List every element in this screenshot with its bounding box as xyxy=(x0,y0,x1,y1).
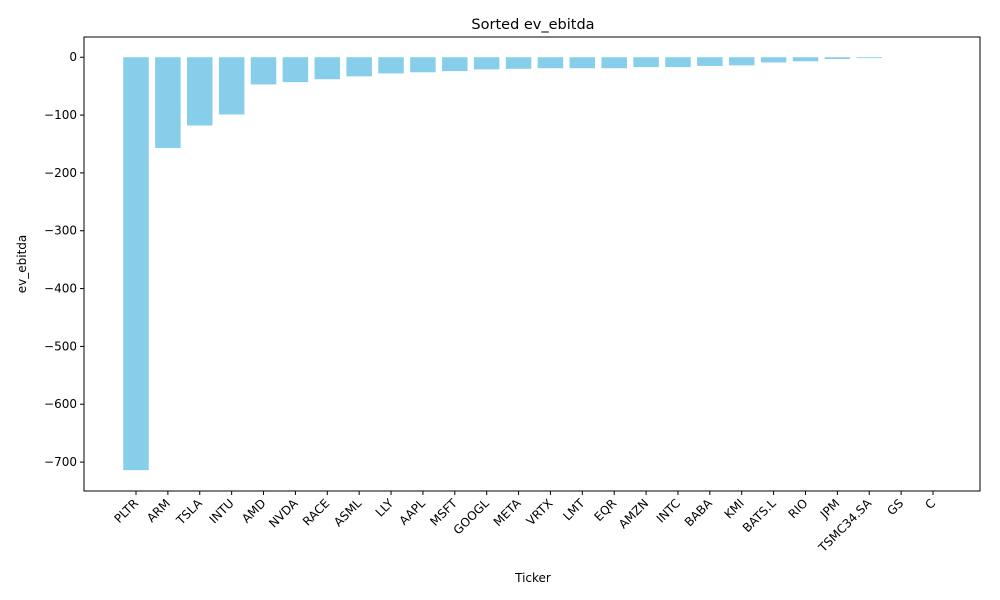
y-tick-label: −500 xyxy=(44,339,77,353)
x-tick-label: EQR xyxy=(591,496,619,524)
x-tick-label: RACE xyxy=(300,496,332,528)
x-tick-label: AMD xyxy=(239,496,269,526)
bar-vrtx xyxy=(537,57,564,69)
bar-googl xyxy=(473,57,500,70)
bar-aapl xyxy=(410,57,436,73)
bar-race xyxy=(314,57,341,80)
bar-arm xyxy=(155,57,181,149)
axes-layer: 0 −100 −200 −300 −400 −500 −600 −700 PLTR ARM TSLA… xyxy=(44,36,981,555)
x-tick-label: RIO xyxy=(786,496,811,521)
x-tick-label: C xyxy=(922,496,938,512)
bar-meta xyxy=(505,57,532,69)
bar-asml xyxy=(346,57,372,77)
bar-msft xyxy=(442,57,468,72)
plot-frame xyxy=(83,36,981,492)
y-tick-label: −700 xyxy=(44,455,77,469)
x-tick-label: VRTX xyxy=(524,496,556,528)
bar-jpm xyxy=(824,57,851,59)
x-tick-label: AAPL xyxy=(396,496,428,528)
bar-lly xyxy=(378,57,404,74)
x-tick-label: INTU xyxy=(207,496,237,526)
bar-nvda xyxy=(282,57,309,83)
bar-intc xyxy=(665,57,691,68)
bars-layer xyxy=(123,57,882,471)
x-tick-label: PLTR xyxy=(111,496,141,526)
x-tick-label: BATS.L xyxy=(740,496,779,535)
bar-amzn xyxy=(633,57,659,68)
x-tick-label: INTC xyxy=(654,496,683,525)
x-tick-label: LMT xyxy=(560,496,588,524)
x-tick-label: BABA xyxy=(682,496,716,530)
y-tick-label: 0 xyxy=(69,50,77,64)
x-tick-label: AMZN xyxy=(616,496,651,531)
bar-intu xyxy=(218,57,245,115)
y-tick-label: −300 xyxy=(44,224,77,238)
y-tick-label: −600 xyxy=(44,397,77,411)
bar-kmi xyxy=(728,57,755,66)
x-tick-label: KMI xyxy=(722,496,747,521)
bar-baba xyxy=(697,57,723,66)
bar-bats-l xyxy=(760,57,787,63)
chart-title: Sorted ev_ebitda xyxy=(471,17,594,33)
bar-amd xyxy=(250,57,277,85)
y-tick-label: −400 xyxy=(44,282,77,296)
x-tick-label: TSLA xyxy=(173,496,205,528)
x-tick-label: GOOGL xyxy=(451,496,492,537)
x-tick-label: META xyxy=(491,496,524,529)
x-axis-label: Ticker xyxy=(514,571,551,585)
bar-eqr xyxy=(601,57,627,69)
bar-tsmc34-sa xyxy=(856,57,882,59)
bar-pltr xyxy=(123,57,149,471)
bar-tsla xyxy=(187,57,213,126)
bar-rio xyxy=(792,57,819,62)
x-tick-label: NVDA xyxy=(266,496,301,531)
y-tick-label: −100 xyxy=(44,108,77,122)
x-tick-label: ASML xyxy=(331,496,364,529)
y-tick-label: −200 xyxy=(44,166,77,180)
x-tick-label: ARM xyxy=(144,496,173,525)
x-tick-label: LLY xyxy=(373,496,397,520)
x-tick-label: GS xyxy=(884,496,906,518)
y-axis-label: ev_ebitda xyxy=(15,235,29,294)
x-tick-label: JPM xyxy=(817,496,843,522)
bar-lmt xyxy=(569,57,596,69)
